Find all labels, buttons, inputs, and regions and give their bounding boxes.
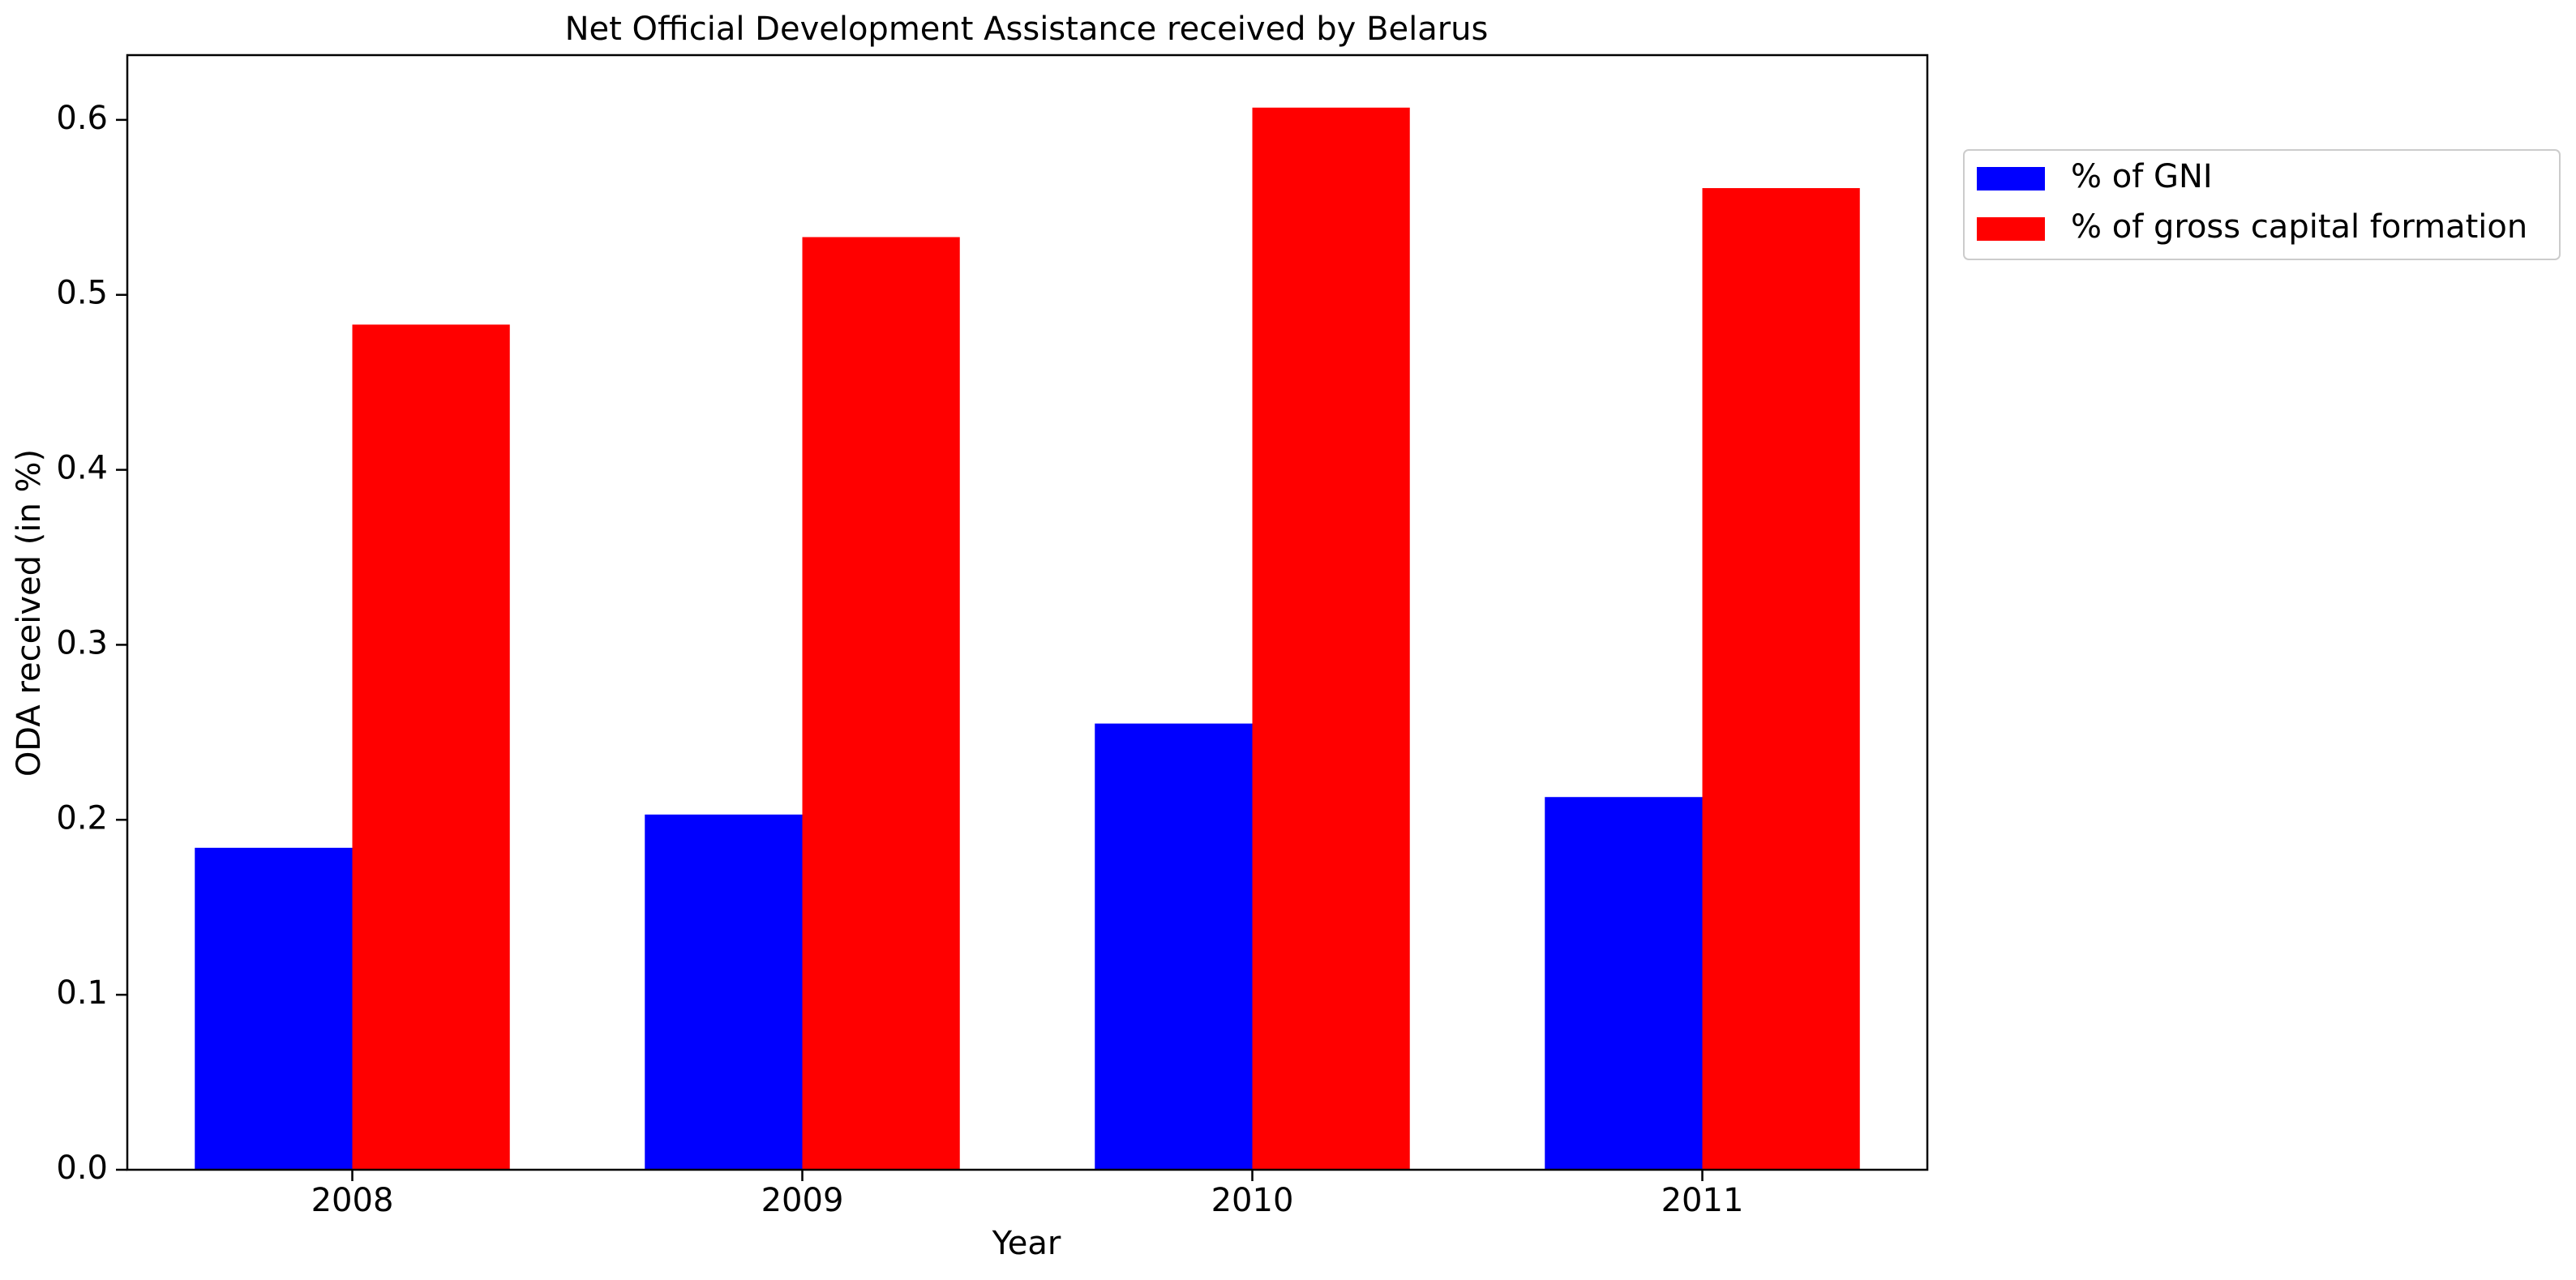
bar-gross-capital-formation-2011 — [1702, 188, 1860, 1170]
x-tick-label: 2010 — [1211, 1182, 1294, 1219]
legend: % of GNI % of gross capital formation — [1963, 149, 2561, 260]
bar-gross-capital-formation-2009 — [802, 237, 960, 1170]
y-tick-label: 0.5 — [56, 275, 108, 312]
legend-box — [1963, 149, 2561, 260]
bar-gross-capital-formation-2010 — [1252, 107, 1410, 1170]
x-tick-label: 2011 — [1661, 1182, 1744, 1219]
legend-label-gross-capital-formation: % of gross capital formation — [2071, 208, 2527, 246]
bar-gni-2011 — [1545, 797, 1703, 1170]
legend-label-gni: % of GNI — [2071, 158, 2213, 195]
x-axis-label: Year — [992, 1225, 1061, 1262]
bar-gni-2009 — [645, 814, 803, 1170]
chart-title: Net Official Development Assistance rece… — [565, 11, 1489, 48]
legend-swatch-gni — [1977, 167, 2045, 191]
y-tick-label: 0.3 — [56, 624, 108, 661]
y-tick-label: 0.0 — [56, 1149, 108, 1187]
y-tick-label: 0.2 — [56, 799, 108, 837]
plot-area: 0.0 0.1 0.2 0.3 0.4 0.5 0.6 2008 2009 2010 2011 — [56, 54, 1929, 1219]
y-tick-label: 0.1 — [56, 974, 108, 1012]
x-tick-label: 2008 — [311, 1182, 394, 1219]
y-tick-label: 0.4 — [56, 450, 108, 487]
bar-gni-2010 — [1095, 723, 1253, 1170]
y-tick-label: 0.6 — [56, 100, 108, 137]
y-axis-label: ODA received (in %) — [11, 449, 48, 777]
axes-frame — [126, 54, 1929, 1171]
bar-gross-capital-formation-2008 — [352, 324, 510, 1170]
x-tick-label: 2009 — [761, 1182, 844, 1219]
bar-gni-2008 — [195, 847, 353, 1170]
legend-swatch-gross-capital-formation — [1977, 217, 2045, 241]
